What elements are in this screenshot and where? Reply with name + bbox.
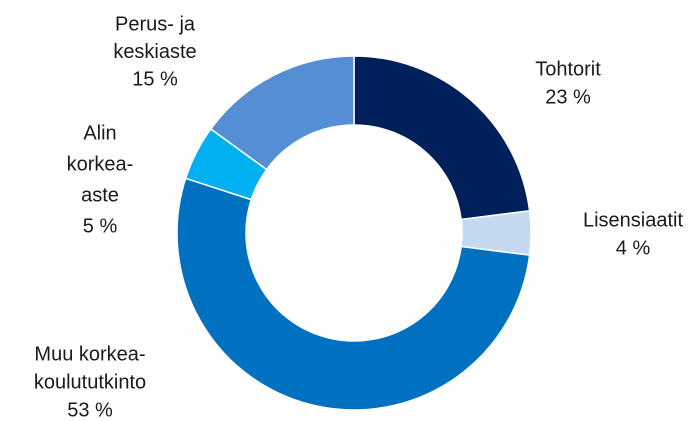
category-label: koulututkinto [34,371,146,393]
category-label: Muu korkea- [34,343,145,365]
value-label: 4 % [616,237,651,259]
category-label: Perus- ja [115,13,196,35]
value-label: 23 % [545,86,591,108]
category-label: aste [81,184,119,206]
value-label: 5 % [83,215,118,237]
category-label: Alin [83,122,116,144]
donut-segment [353,55,531,221]
value-label: 15 % [132,68,178,90]
category-label: Lisensiaatit [583,209,684,231]
donut-segment [176,177,531,411]
category-label: korkea- [67,153,134,175]
category-label: keskiaste [113,41,196,63]
donut-segment [209,55,355,171]
value-label: 53 % [67,399,113,421]
category-label: Tohtorit [535,58,601,80]
